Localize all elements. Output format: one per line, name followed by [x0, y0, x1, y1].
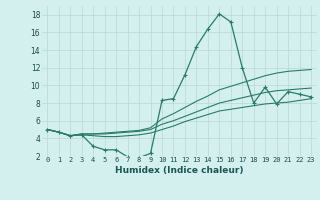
X-axis label: Humidex (Indice chaleur): Humidex (Indice chaleur): [115, 166, 244, 175]
